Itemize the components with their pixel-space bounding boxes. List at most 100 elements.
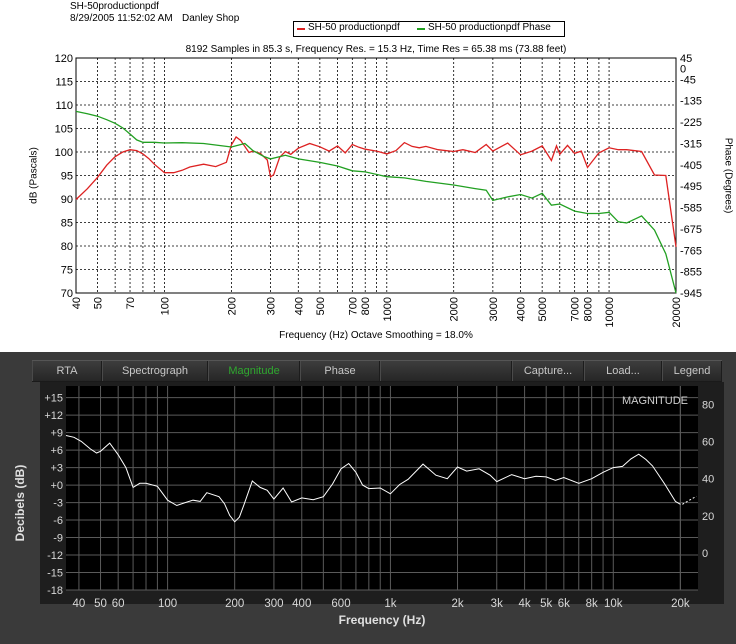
x-tick-label: 2k — [451, 598, 463, 610]
x-tick-label: 20000 — [671, 297, 683, 328]
x-tick-label: 200 — [225, 598, 244, 610]
tab-spacer — [380, 361, 512, 381]
x-tick-label: 2000 — [449, 297, 461, 321]
x-tick-label: 3k — [491, 598, 503, 610]
x-tick-label: 20k — [671, 598, 690, 610]
x-tick-label: 40 — [71, 297, 83, 309]
tab-phase[interactable]: Phase — [300, 361, 380, 381]
y-tick-label: +15 — [44, 393, 63, 405]
x-tick-label: 40 — [73, 598, 86, 610]
y-tick-label: +3 — [50, 463, 63, 475]
phase-series-line — [75, 110, 677, 294]
y2-tick-label: 0 — [680, 64, 686, 76]
y-tick-label: 75 — [61, 265, 73, 277]
bottom-panel: RTA Spectrograph Magnitude Phase Capture… — [0, 352, 736, 644]
x-axis-label: Frequency (Hz) Octave Smoothing = 18.0% — [279, 330, 473, 341]
x-tick-label: 300 — [266, 297, 278, 315]
legend-button[interactable]: Legend — [662, 361, 722, 381]
x-tick-label: 7000 — [570, 297, 582, 321]
x-tick-label: 600 — [331, 598, 350, 610]
x-tick-label: 4k — [519, 598, 531, 610]
y-tick-label: -3 — [53, 498, 63, 510]
x-tick-label: 300 — [264, 598, 283, 610]
capture-button[interactable]: Capture... — [512, 361, 584, 381]
y2-tick-label: -45 — [680, 74, 696, 86]
bottom-series-tail — [682, 495, 697, 505]
x-tick-label: 10000 — [604, 297, 616, 328]
tab-spectrograph[interactable]: Spectrograph — [102, 361, 208, 381]
x-tick-label: 10k — [604, 598, 623, 610]
x-tick-label: 60 — [112, 598, 125, 610]
y-tick-label: 70 — [61, 288, 73, 300]
x-tick-label: 4000 — [516, 297, 528, 321]
datetime-label: 8/29/2005 11:52:02 AM — [70, 13, 173, 24]
tab-bar: RTA Spectrograph Magnitude Phase Capture… — [32, 360, 722, 382]
y-tick-label: -12 — [47, 550, 63, 562]
x-tick-label: 6k — [558, 598, 570, 610]
x-tick-label: 1000 — [382, 297, 394, 321]
y2-tick-label: -495 — [680, 181, 702, 193]
y2-tick-label: 80 — [702, 400, 714, 412]
y-tick-label: +9 — [50, 428, 63, 440]
y2-tick-label: 20 — [702, 511, 714, 523]
y-tick-label: +0 — [50, 480, 63, 492]
x-tick-label: 8000 — [583, 297, 595, 321]
x-tick-label: 3000 — [488, 297, 500, 321]
y2-tick-label: -945 — [680, 288, 702, 300]
y-tick-label: 80 — [61, 241, 73, 253]
shop-label: Danley Shop — [182, 13, 240, 24]
bottom-x-axis-label: Frequency (Hz) — [338, 613, 426, 627]
legend-swatch-magnitude — [297, 28, 305, 30]
top-panel: SH-50productionpdf 8/29/2005 11:52:02 AM… — [0, 0, 736, 352]
tab-rta[interactable]: RTA — [32, 361, 102, 381]
x-tick-label: 8k — [586, 598, 598, 610]
x-tick-label: 5000 — [537, 297, 549, 321]
magnitude-badge: MAGNITUDE — [622, 395, 688, 407]
legend-box — [293, 21, 565, 37]
y2-tick-label: -855 — [680, 267, 702, 279]
y2-tick-label: 40 — [702, 474, 714, 486]
y2-tick-label: -135 — [680, 96, 702, 108]
tab-magnitude[interactable]: Magnitude — [208, 361, 300, 381]
y2-tick-label: -675 — [680, 224, 702, 236]
y-tick-label: -6 — [53, 515, 63, 527]
x-tick-label: 50 — [94, 598, 107, 610]
x-tick-label: 800 — [360, 297, 372, 315]
y-tick-label: 120 — [55, 53, 73, 65]
y-tick-label: 95 — [61, 171, 73, 183]
y-tick-label: -9 — [53, 533, 63, 545]
x-tick-label: 70 — [125, 297, 137, 309]
load-button[interactable]: Load... — [584, 361, 662, 381]
y2-tick-label: -585 — [680, 203, 702, 215]
info-line: 8192 Samples in 85.3 s, Frequency Res. =… — [185, 44, 567, 55]
legend-entry-phase: SH-50 productionpdf Phase — [428, 22, 551, 33]
magnitude-series-line — [75, 136, 677, 247]
top-chart: 70 75 80 85 90 95 100 105 110 115 120 40 50 70 100 200 3… — [55, 53, 702, 328]
x-tick-label: 5k — [540, 598, 552, 610]
bottom-y-axis-label-box: Decibels (dB) — [0, 453, 40, 553]
x-tick-label: 1k — [384, 598, 396, 610]
bottom-series-line — [65, 435, 681, 523]
file-title: SH-50productionpdf — [70, 1, 159, 12]
legend-entry-magnitude: SH-50 productionpdf — [308, 22, 400, 33]
y2-tick-label: 45 — [680, 53, 692, 65]
y-tick-label: 85 — [61, 218, 73, 230]
x-tick-label: 100 — [158, 598, 177, 610]
bottom-y-axis-label: Decibels (dB) — [13, 464, 27, 542]
x-tick-label: 200 — [226, 297, 238, 315]
y2-tick-label: -225 — [680, 117, 702, 129]
y-tick-label: 105 — [55, 124, 73, 136]
y2-tick-label: -405 — [680, 160, 702, 172]
y2-tick-label: 0 — [702, 548, 708, 560]
y-tick-label: 100 — [55, 147, 73, 159]
x-tick-label: 50 — [93, 297, 105, 309]
y-tick-label: +6 — [50, 445, 63, 457]
y2-tick-label: -765 — [680, 245, 702, 257]
y-tick-label: 110 — [55, 100, 73, 112]
y2-tick-label: 60 — [702, 437, 714, 449]
y-tick-label: 90 — [61, 194, 73, 206]
bottom-chart: -18 -15 -12 -9 -6 -3 +0 +3 +6 +9 +12 +15 40 50 60 100 20… — [40, 382, 724, 610]
y-tick-label: -15 — [47, 568, 63, 580]
y2-tick-label: -315 — [680, 138, 702, 150]
x-tick-label: 400 — [293, 297, 305, 315]
